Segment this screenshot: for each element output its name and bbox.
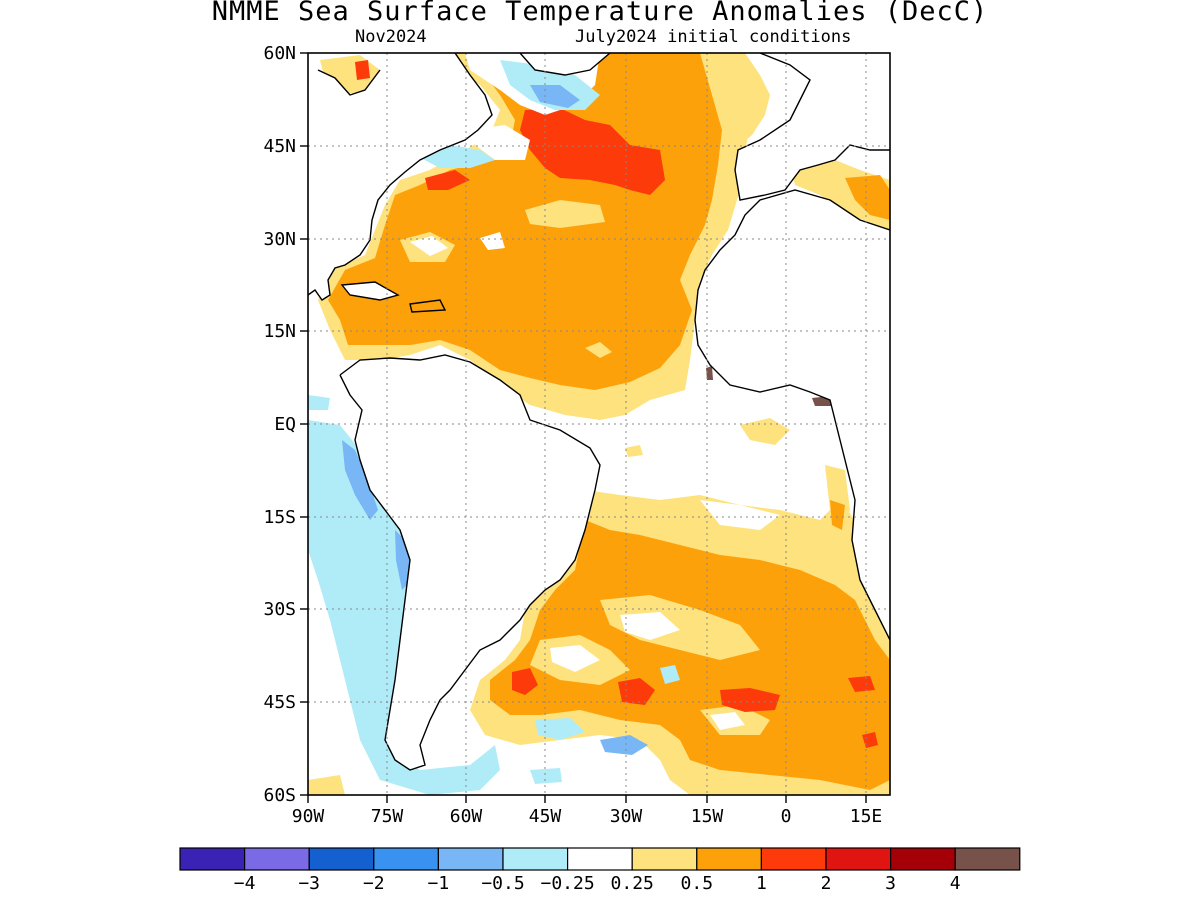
hot-spot — [512, 668, 538, 695]
colorbar-swatch — [566, 847, 633, 871]
colorbar-swatch — [889, 847, 956, 871]
initial-conditions: July2024 initial conditions — [575, 27, 852, 47]
colorbar-swatch — [825, 847, 892, 871]
tick-marks — [300, 52, 867, 803]
hudson-hot — [355, 60, 370, 80]
lon-label: 90W — [292, 806, 325, 827]
colorbar-swatch — [437, 847, 504, 871]
colorbar-label: 3 — [885, 873, 896, 894]
map-title: NMME Sea Surface Temperature Anomalies (… — [211, 0, 989, 27]
colorbar-label: 2 — [821, 873, 832, 894]
colorbar-swatch — [760, 847, 827, 871]
lon-label: 0 — [781, 806, 792, 827]
colorbar-label: −4 — [234, 873, 256, 894]
lon-label: 15W — [691, 806, 724, 827]
colorbar-label: 0.5 — [681, 873, 714, 894]
lat-label: 30S — [263, 599, 296, 620]
colorbar-swatch — [244, 847, 310, 871]
coastlines — [308, 53, 890, 771]
anomaly-fields — [308, 53, 890, 795]
colorbar-label: 0.25 — [611, 873, 654, 894]
lat-label: 15N — [263, 321, 296, 342]
colorbar-swatch — [179, 847, 246, 871]
colorbar-swatch — [631, 847, 698, 871]
neutral-patch — [480, 232, 505, 250]
longitude-labels: 90W 75W 60W 45W 30W 15W 0 15E — [292, 806, 883, 827]
lon-label: 15E — [850, 806, 883, 827]
neutral-patch — [620, 612, 680, 640]
hot-patch — [425, 170, 470, 190]
cool-patch — [600, 735, 648, 755]
colorbar-swatch — [308, 847, 375, 871]
south-atlantic-warm — [490, 520, 890, 790]
lon-label: 45W — [529, 806, 562, 827]
lon-label: 75W — [371, 806, 404, 827]
africa-land — [695, 190, 890, 640]
east-atlantic-warm-light — [700, 53, 770, 150]
cool-patch — [308, 395, 330, 410]
colorbar-label: 4 — [950, 873, 961, 894]
greenland-land — [520, 53, 610, 75]
north-america-land — [308, 53, 492, 300]
colorbar-labels: −4 −3 −2 −1 −0.5 −0.25 0.25 0.5 1 2 3 4 — [234, 873, 961, 894]
cool-patch — [535, 718, 585, 740]
warm-patch — [308, 775, 345, 795]
lat-label: 15S — [263, 507, 296, 528]
hot-spot — [618, 678, 655, 705]
warm-patch — [600, 595, 760, 660]
colorbar-swatch — [502, 847, 569, 871]
colorbar-swatch — [373, 847, 439, 871]
warm-patch — [740, 418, 790, 445]
pacific-cold — [342, 440, 378, 520]
hot-spot — [720, 688, 780, 712]
warm-patch — [625, 445, 643, 457]
colorbar-label: −2 — [363, 873, 385, 894]
forecast-month: Nov2024 — [355, 27, 427, 47]
warm-patch — [585, 342, 612, 358]
europe-land — [735, 53, 890, 200]
warm-patch — [830, 500, 845, 530]
lat-label: 60S — [263, 785, 296, 806]
neutral-patch — [550, 645, 600, 672]
lat-label: 45S — [263, 692, 296, 713]
lon-label: 60W — [450, 806, 483, 827]
extreme-patch — [706, 366, 713, 380]
lon-label: 30W — [610, 806, 643, 827]
mediterranean-warm — [790, 158, 890, 230]
colorbar — [179, 847, 1021, 871]
north-atlantic-warm — [328, 53, 722, 390]
neutral-patch — [410, 236, 448, 256]
south-america-land — [340, 355, 600, 770]
colorbar-label: 1 — [756, 873, 767, 894]
lat-label: 30N — [263, 229, 296, 250]
neutral-patch — [710, 712, 745, 730]
hot-spot — [848, 676, 875, 692]
colorbar-label: −0.25 — [541, 873, 595, 894]
colorbar-swatch — [696, 847, 762, 871]
cool-patch — [530, 768, 562, 784]
mediterranean-warm-core — [845, 175, 890, 220]
colorbar-label: −0.5 — [481, 873, 524, 894]
colorbar-label: −1 — [428, 873, 450, 894]
cool-patch — [660, 665, 680, 684]
labrador-cold — [530, 85, 580, 108]
latitude-labels: 60N 45N 30N 15N EQ 15S 30S 45S 60S — [263, 43, 296, 806]
nova-scotia-neutral — [470, 125, 530, 160]
lat-label: 45N — [263, 136, 296, 157]
colorbar-swatch — [954, 847, 1021, 871]
colorbar-label: −3 — [298, 873, 320, 894]
north-atlantic-hot-core — [520, 108, 665, 195]
neutral-patch — [700, 500, 780, 530]
lat-label: 60N — [263, 43, 296, 64]
lat-label: EQ — [274, 414, 296, 435]
graticule — [308, 53, 890, 795]
